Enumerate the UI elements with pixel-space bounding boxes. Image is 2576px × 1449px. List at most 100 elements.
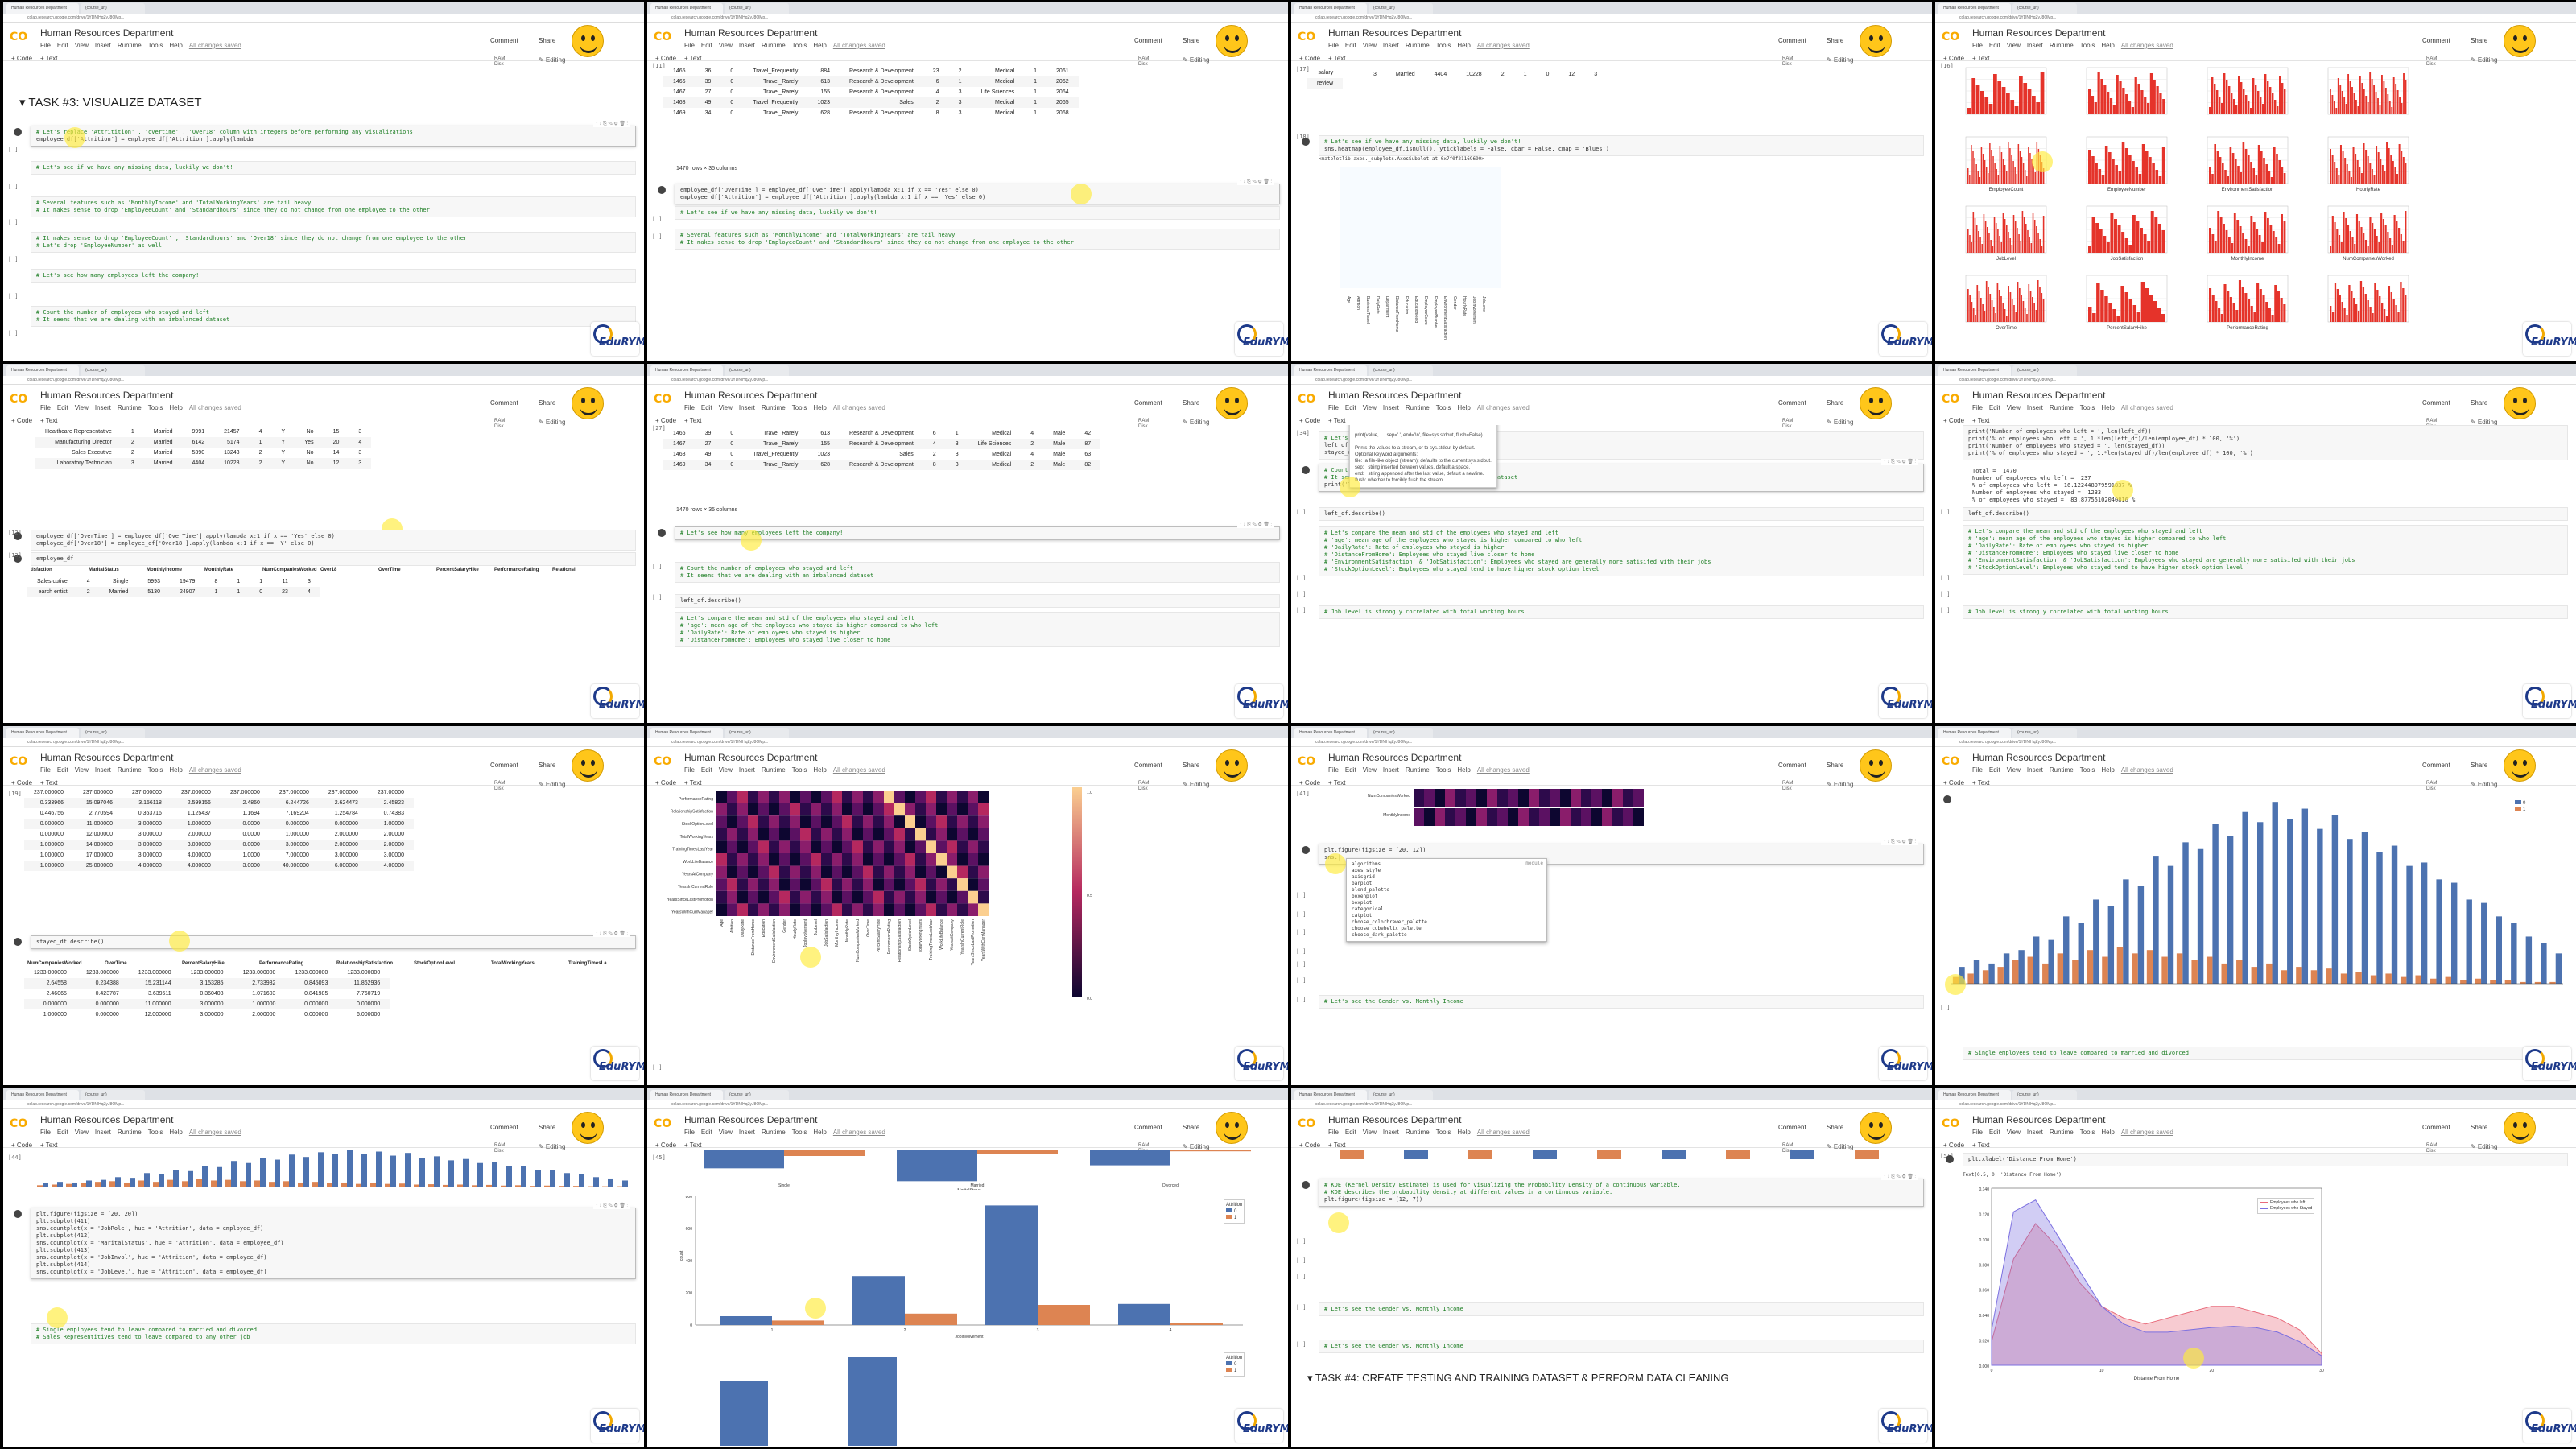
- code-cell[interactable]: # Let's see the Gender vs. Monthly Incom…: [1319, 995, 1924, 1009]
- add-code-button[interactable]: + Code: [1299, 55, 1321, 62]
- browser-tab[interactable]: (course_url): [1368, 728, 1433, 738]
- menu-item-runtime[interactable]: Runtime: [2049, 42, 2074, 49]
- share-button[interactable]: Share: [1827, 762, 1844, 769]
- browser-tab[interactable]: (course_url): [2013, 1090, 2077, 1100]
- notebook-title[interactable]: Human Resources Department: [1328, 1114, 1462, 1125]
- code-cell[interactable]: employee_df['OverTime'] = employee_df['O…: [14, 530, 636, 551]
- code-cell[interactable]: # Count the number of employees who stay…: [31, 306, 636, 327]
- add-text-button[interactable]: + Text: [1328, 55, 1346, 62]
- code-cell[interactable]: left_df.describe(): [1319, 507, 1924, 521]
- menu-item-help[interactable]: Help: [813, 1129, 827, 1136]
- menu-item-runtime[interactable]: Runtime: [2049, 1129, 2074, 1136]
- save-status[interactable]: All changes saved: [188, 1129, 242, 1136]
- menu-item-runtime[interactable]: Runtime: [117, 1129, 142, 1136]
- colab-logo[interactable]: CO: [1298, 1117, 1316, 1130]
- notebook-title[interactable]: Human Resources Department: [1328, 27, 1462, 39]
- notebook-title[interactable]: Human Resources Department: [1972, 27, 2106, 39]
- run-cell-icon[interactable]: [658, 186, 666, 194]
- add-text-button[interactable]: + Text: [684, 1141, 702, 1149]
- share-button[interactable]: Share: [1827, 1124, 1844, 1131]
- cell-code[interactable]: left_df.describe(): [1963, 508, 2567, 520]
- add-text-button[interactable]: + Text: [40, 1141, 58, 1149]
- cell-toolbar-icons[interactable]: ↑ ↓ ⎘ ✎ ⚙ 🗑 ⋮: [1880, 1174, 1918, 1180]
- address-bar[interactable]: colab.research.google.com/drive/1YDNlHqZ…: [1935, 376, 2576, 385]
- add-code-button[interactable]: + Code: [11, 779, 33, 786]
- run-cell-icon[interactable]: [1302, 1181, 1310, 1189]
- share-button[interactable]: Share: [1827, 37, 1844, 44]
- menu-item-file[interactable]: File: [684, 42, 695, 49]
- menu-item-view[interactable]: View: [718, 404, 733, 411]
- editing-mode[interactable]: ✎ Editing: [1827, 781, 1854, 788]
- add-code-button[interactable]: + Code: [655, 55, 677, 62]
- save-status[interactable]: All changes saved: [1476, 404, 1530, 411]
- menu-item-edit[interactable]: Edit: [56, 766, 68, 774]
- notebook-title[interactable]: Human Resources Department: [1972, 752, 2106, 763]
- colab-logo[interactable]: CO: [1942, 393, 1960, 406]
- editing-mode[interactable]: ✎ Editing: [2471, 56, 2498, 64]
- save-status[interactable]: All changes saved: [1476, 766, 1530, 774]
- menu-item-file[interactable]: File: [1328, 42, 1339, 49]
- browser-tab[interactable]: (course_url): [80, 728, 145, 738]
- notebook-title[interactable]: Human Resources Department: [684, 1114, 818, 1125]
- save-status[interactable]: All changes saved: [832, 404, 886, 411]
- autocomplete-dropdown[interactable]: algorithms axes_style axisgrid barplot b…: [1346, 858, 1547, 942]
- active-code-cell[interactable]: plt.figure(figsize = [20, 20]) plt.subplo…: [14, 1203, 636, 1279]
- comment-button[interactable]: Comment: [2422, 37, 2450, 44]
- add-text-button[interactable]: + Text: [1328, 779, 1346, 786]
- menu-item-file[interactable]: File: [1972, 766, 1983, 774]
- browser-tab[interactable]: (course_url): [1368, 365, 1433, 376]
- menu-item-runtime[interactable]: Runtime: [117, 404, 142, 411]
- cell-code[interactable]: # Let's see how many employees left the …: [31, 270, 635, 282]
- cell-code[interactable]: # Several features such as 'MonthlyIncom…: [675, 229, 1279, 249]
- share-button[interactable]: Share: [1183, 37, 1200, 44]
- add-text-button[interactable]: + Text: [684, 55, 702, 62]
- menu-item-tools[interactable]: Tools: [791, 766, 807, 774]
- address-bar[interactable]: colab.research.google.com/drive/1YDNlHqZ…: [1291, 738, 1932, 747]
- cell-code[interactable]: # Let's see the Gender vs. Monthly Incom…: [1319, 1340, 1923, 1352]
- active-code-cell[interactable]: # Let's replace 'Attritition' , 'overtim…: [14, 121, 636, 147]
- notebook-title[interactable]: Human Resources Department: [40, 752, 174, 763]
- add-code-button[interactable]: + Code: [1943, 779, 1965, 786]
- code-cell[interactable]: # It makes sense to drop 'EmployeeCount'…: [31, 232, 636, 253]
- menu-item-view[interactable]: View: [2006, 404, 2021, 411]
- browser-tab[interactable]: (course_url): [724, 728, 789, 738]
- comment-button[interactable]: Comment: [1778, 37, 1806, 44]
- share-button[interactable]: Share: [539, 37, 556, 44]
- colab-logo[interactable]: CO: [1298, 31, 1316, 43]
- code-cell[interactable]: # Several features such as 'MonthlyIncom…: [675, 229, 1280, 250]
- menu-item-runtime[interactable]: Runtime: [1405, 766, 1430, 774]
- comment-button[interactable]: Comment: [1134, 762, 1162, 769]
- notebook-title[interactable]: Human Resources Department: [40, 390, 174, 401]
- add-code-button[interactable]: + Code: [1299, 1141, 1321, 1149]
- menu-item-runtime[interactable]: Runtime: [2049, 766, 2074, 774]
- comment-button[interactable]: Comment: [2422, 762, 2450, 769]
- menu-item-file[interactable]: File: [1328, 1129, 1339, 1136]
- share-button[interactable]: Share: [1183, 1124, 1200, 1131]
- save-status[interactable]: All changes saved: [832, 766, 886, 774]
- menu-item-help[interactable]: Help: [169, 42, 183, 49]
- save-status[interactable]: All changes saved: [2120, 404, 2174, 411]
- notebook-title[interactable]: Human Resources Department: [1972, 390, 2106, 401]
- save-status[interactable]: All changes saved: [1476, 42, 1530, 49]
- share-button[interactable]: Share: [1827, 399, 1844, 407]
- menu-item-insert[interactable]: Insert: [2026, 404, 2043, 411]
- menu-item-file[interactable]: File: [40, 404, 51, 411]
- cell-code[interactable]: # Let's see the Gender vs. Monthly Incom…: [1319, 1303, 1923, 1315]
- menu-item-tools[interactable]: Tools: [1435, 404, 1451, 411]
- browser-tab[interactable]: (course_url): [1368, 1090, 1433, 1100]
- share-button[interactable]: Share: [2471, 37, 2488, 44]
- share-button[interactable]: Share: [1183, 399, 1200, 407]
- menu-item-help[interactable]: Help: [813, 404, 827, 411]
- add-text-button[interactable]: + Text: [1972, 417, 1990, 424]
- browser-tab[interactable]: Human Resources Department: [6, 1090, 79, 1100]
- add-text-button[interactable]: + Text: [684, 417, 702, 424]
- menu-item-edit[interactable]: Edit: [700, 766, 712, 774]
- menu-item-runtime[interactable]: Runtime: [761, 42, 786, 49]
- cell-code[interactable]: plt.xlabel('Distance From Home'): [1963, 1154, 2567, 1166]
- code-cell[interactable]: # Single employees tend to leave compare…: [31, 1323, 636, 1344]
- menu-item-edit[interactable]: Edit: [1344, 766, 1356, 774]
- cell-code[interactable]: left_df.describe(): [675, 595, 1279, 607]
